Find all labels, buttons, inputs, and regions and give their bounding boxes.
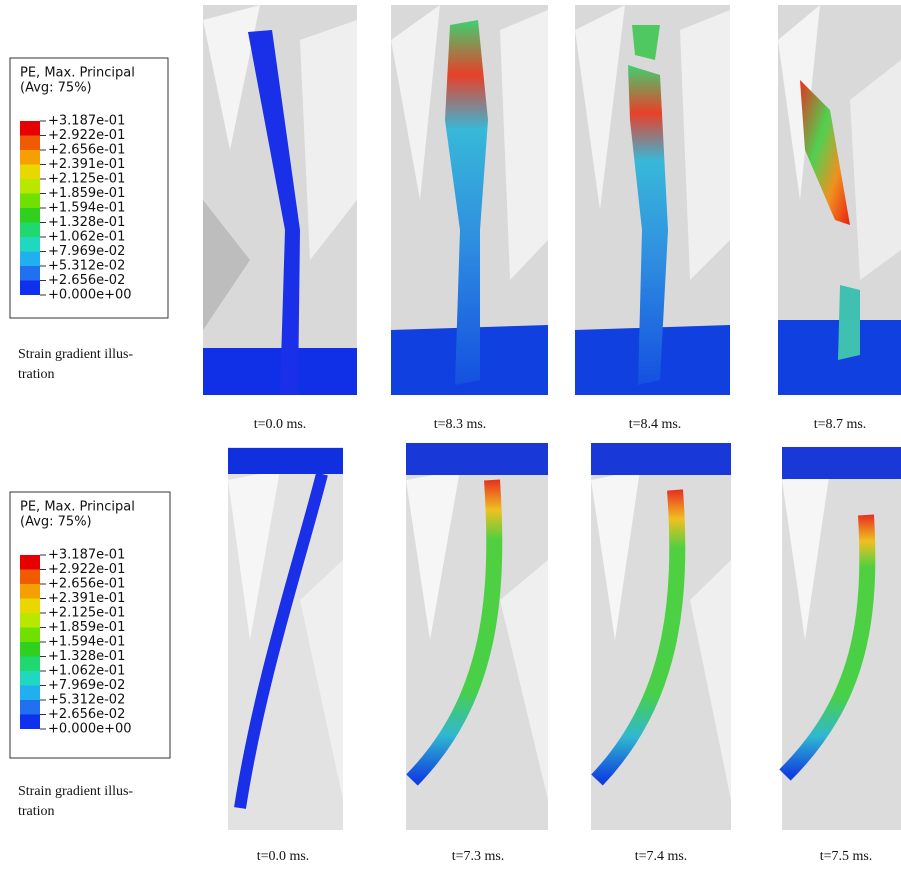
legend-level: +2.656e-01 bbox=[48, 143, 125, 158]
legend-level: +2.922e-01 bbox=[48, 562, 125, 577]
legend-swatch bbox=[20, 628, 40, 643]
time-label: t=7.5 ms. bbox=[820, 849, 873, 864]
time-label: t=8.3 ms. bbox=[434, 417, 487, 432]
legend-swatch bbox=[20, 613, 40, 628]
legend-level: +7.969e-02 bbox=[48, 678, 125, 693]
caption: Strain gradient illus- bbox=[18, 347, 133, 362]
legend-level: +1.594e-01 bbox=[48, 201, 125, 216]
panel-images-top bbox=[203, 5, 901, 395]
legend-swatch bbox=[20, 237, 40, 252]
legend-level: +0.000e+00 bbox=[48, 288, 132, 303]
legend-swatch bbox=[20, 150, 40, 165]
legend-level: +2.656e-01 bbox=[48, 577, 125, 592]
legend-swatch bbox=[20, 179, 40, 194]
legend-swatch bbox=[20, 194, 40, 209]
legend-swatch bbox=[20, 700, 40, 715]
time-label: t=8.7 ms. bbox=[814, 417, 867, 432]
legend-swatch bbox=[20, 642, 40, 657]
legend-subtitle: (Avg: 75%) bbox=[20, 81, 92, 96]
legend-swatch bbox=[20, 252, 40, 267]
legend-level: +2.125e-01 bbox=[48, 606, 125, 621]
panel-images-bottom bbox=[228, 443, 901, 830]
legend-level: +1.062e-01 bbox=[48, 664, 125, 679]
caption: tration bbox=[18, 367, 55, 382]
time-label: t=0.0 ms. bbox=[254, 417, 307, 432]
legend-title: PE, Max. Principal bbox=[20, 500, 135, 515]
time-label: t=7.3 ms. bbox=[452, 849, 505, 864]
legend-level: +1.859e-01 bbox=[48, 186, 125, 201]
legend-title: PE, Max. Principal bbox=[20, 66, 135, 81]
legend-swatch bbox=[20, 281, 40, 296]
legend-level: +0.000e+00 bbox=[48, 722, 132, 737]
legend-swatch bbox=[20, 165, 40, 180]
legend-level: +1.062e-01 bbox=[48, 230, 125, 245]
legend-swatch bbox=[20, 208, 40, 223]
legend-swatch bbox=[20, 671, 40, 686]
legend-level: +1.328e-01 bbox=[48, 215, 125, 230]
time-label: t=7.4 ms. bbox=[635, 849, 688, 864]
legend-swatch bbox=[20, 686, 40, 701]
legend-level: +1.594e-01 bbox=[48, 635, 125, 650]
legend-level: +2.656e-02 bbox=[48, 707, 125, 722]
caption: tration bbox=[18, 804, 55, 819]
legend-swatch bbox=[20, 657, 40, 672]
legend-level: +2.125e-01 bbox=[48, 172, 125, 187]
legend-swatch bbox=[20, 136, 40, 151]
legend-swatch bbox=[20, 715, 40, 730]
legend-level: +3.187e-01 bbox=[48, 548, 125, 563]
legend-level: +7.969e-02 bbox=[48, 244, 125, 259]
legend-level: +2.391e-01 bbox=[48, 591, 125, 606]
legend-subtitle: (Avg: 75%) bbox=[20, 515, 92, 530]
legend-swatch bbox=[20, 223, 40, 238]
legend-swatch bbox=[20, 266, 40, 281]
legend-level: +1.328e-01 bbox=[48, 649, 125, 664]
legend-level: +2.391e-01 bbox=[48, 157, 125, 172]
caption: Strain gradient illus- bbox=[18, 784, 133, 799]
time-label: t=8.4 ms. bbox=[629, 417, 682, 432]
legend-swatch bbox=[20, 599, 40, 614]
figure: PE, Max. Principal(Avg: 75%)+3.187e-01+2… bbox=[0, 0, 901, 869]
legend-swatch bbox=[20, 570, 40, 585]
legend-swatch bbox=[20, 121, 40, 136]
legend-level: +2.922e-01 bbox=[48, 128, 125, 143]
legend-swatch bbox=[20, 555, 40, 570]
legend-level: +5.312e-02 bbox=[48, 259, 125, 274]
legend-swatch bbox=[20, 584, 40, 599]
legend-level: +3.187e-01 bbox=[48, 114, 125, 129]
legend-level: +2.656e-02 bbox=[48, 273, 125, 288]
legend-level: +1.859e-01 bbox=[48, 620, 125, 635]
legend-level: +5.312e-02 bbox=[48, 693, 125, 708]
time-label: t=0.0 ms. bbox=[257, 849, 310, 864]
